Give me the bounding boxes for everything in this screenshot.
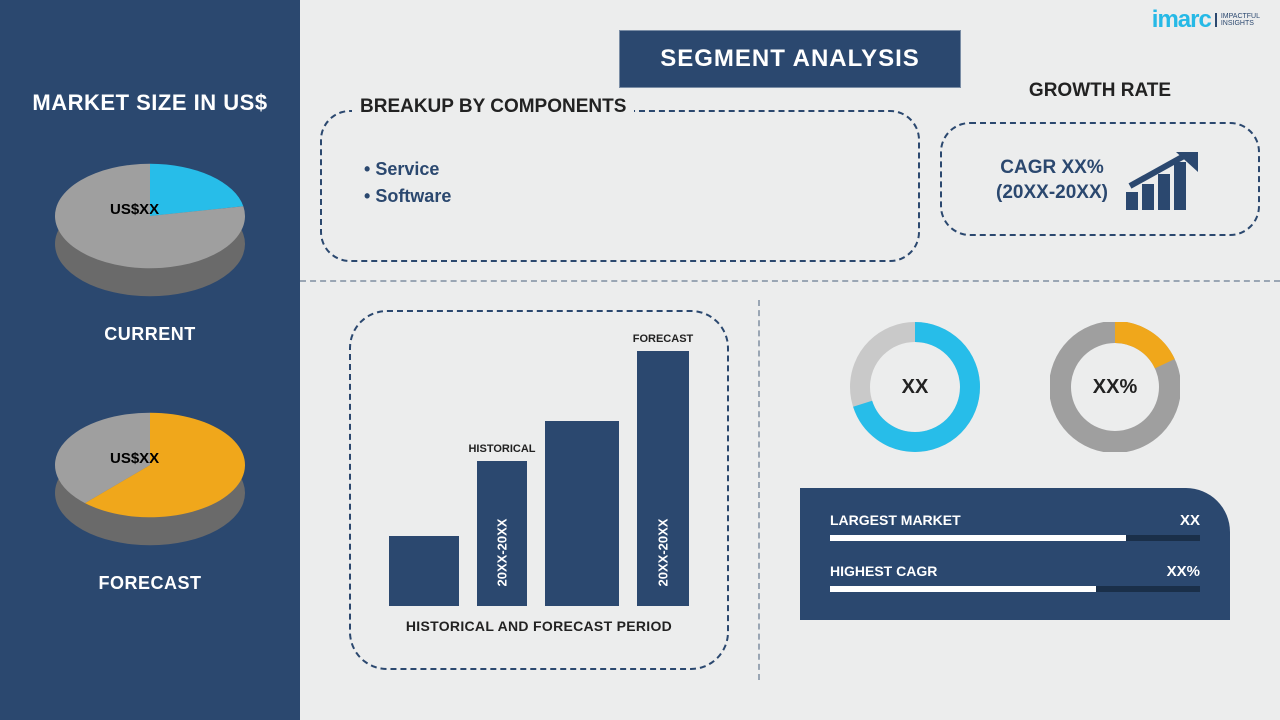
historical-forecast-chart: HISTORICAL20XX-20XXFORECAST20XX-20XX HIS… — [349, 310, 729, 670]
stat-value: XX — [1180, 512, 1200, 529]
pie-label: FORECAST — [99, 573, 202, 594]
hf-caption: HISTORICAL AND FORECAST PERIOD — [406, 618, 672, 634]
breakup-list: ServiceSoftware — [364, 156, 888, 210]
bar-top-label: HISTORICAL — [468, 443, 535, 455]
donut: XX% — [1050, 322, 1180, 452]
bar: HISTORICAL20XX-20XX — [477, 461, 527, 606]
stat-row: LARGEST MARKET XX — [830, 512, 1200, 541]
bar: FORECAST20XX-20XX — [637, 351, 689, 606]
breakup-box: BREAKUP BY COMPONENTS ServiceSoftware — [320, 110, 920, 262]
pie-wrap: US$XX FORECAST — [50, 405, 250, 594]
growth-box: CAGR XX% (20XX-20XX) — [940, 122, 1260, 236]
bar — [389, 536, 459, 606]
growth-icon — [1126, 150, 1204, 212]
stats-panel: LARGEST MARKET XX HIGHEST CAGR XX% — [800, 488, 1230, 620]
stat-row: HIGHEST CAGR XX% — [830, 563, 1200, 592]
donut-value: XX% — [1093, 376, 1137, 399]
donut-charts: XX XX% — [850, 322, 1180, 452]
growth-text: CAGR XX% (20XX-20XX) — [996, 156, 1108, 205]
brand-logo: imarc IMPACTFUL INSIGHTS — [1152, 6, 1260, 34]
breakup-item: Software — [364, 183, 888, 210]
bar-mid-label: 20XX-20XX — [656, 519, 671, 587]
stat-label: LARGEST MARKET — [830, 512, 961, 529]
pie-value: US$XX — [110, 450, 159, 467]
page-title: SEGMENT ANALYSIS — [619, 30, 961, 88]
pie-label: CURRENT — [104, 324, 196, 345]
sidebar: MARKET SIZE IN US$ US$XX CURRENT US$XX FORE… — [0, 0, 300, 720]
bar — [545, 421, 619, 606]
main-area: imarc IMPACTFUL INSIGHTS SEGMENT ANALYSI… — [300, 0, 1280, 720]
bar-top-label: FORECAST — [633, 333, 694, 345]
pie-value: US$XX — [110, 201, 159, 218]
breakup-title: BREAKUP BY COMPONENTS — [352, 96, 634, 118]
donut-value: XX — [902, 376, 929, 399]
stat-label: HIGHEST CAGR — [830, 563, 937, 580]
pie-chart: US$XX — [50, 405, 250, 555]
stat-bar — [830, 535, 1200, 541]
divider — [300, 280, 1280, 282]
pie-wrap: US$XX CURRENT — [50, 156, 250, 345]
donut: XX — [850, 322, 980, 452]
sidebar-title: MARKET SIZE IN US$ — [32, 90, 267, 116]
logo-text: imarc — [1152, 6, 1211, 34]
breakup-item: Service — [364, 156, 888, 183]
stat-value: XX% — [1167, 563, 1200, 580]
logo-tagline: IMPACTFUL INSIGHTS — [1215, 13, 1260, 27]
bar-mid-label: 20XX-20XX — [495, 519, 510, 587]
growth-title: GROWTH RATE — [1019, 80, 1181, 102]
pie-chart: US$XX — [50, 156, 250, 306]
stat-bar — [830, 586, 1200, 592]
